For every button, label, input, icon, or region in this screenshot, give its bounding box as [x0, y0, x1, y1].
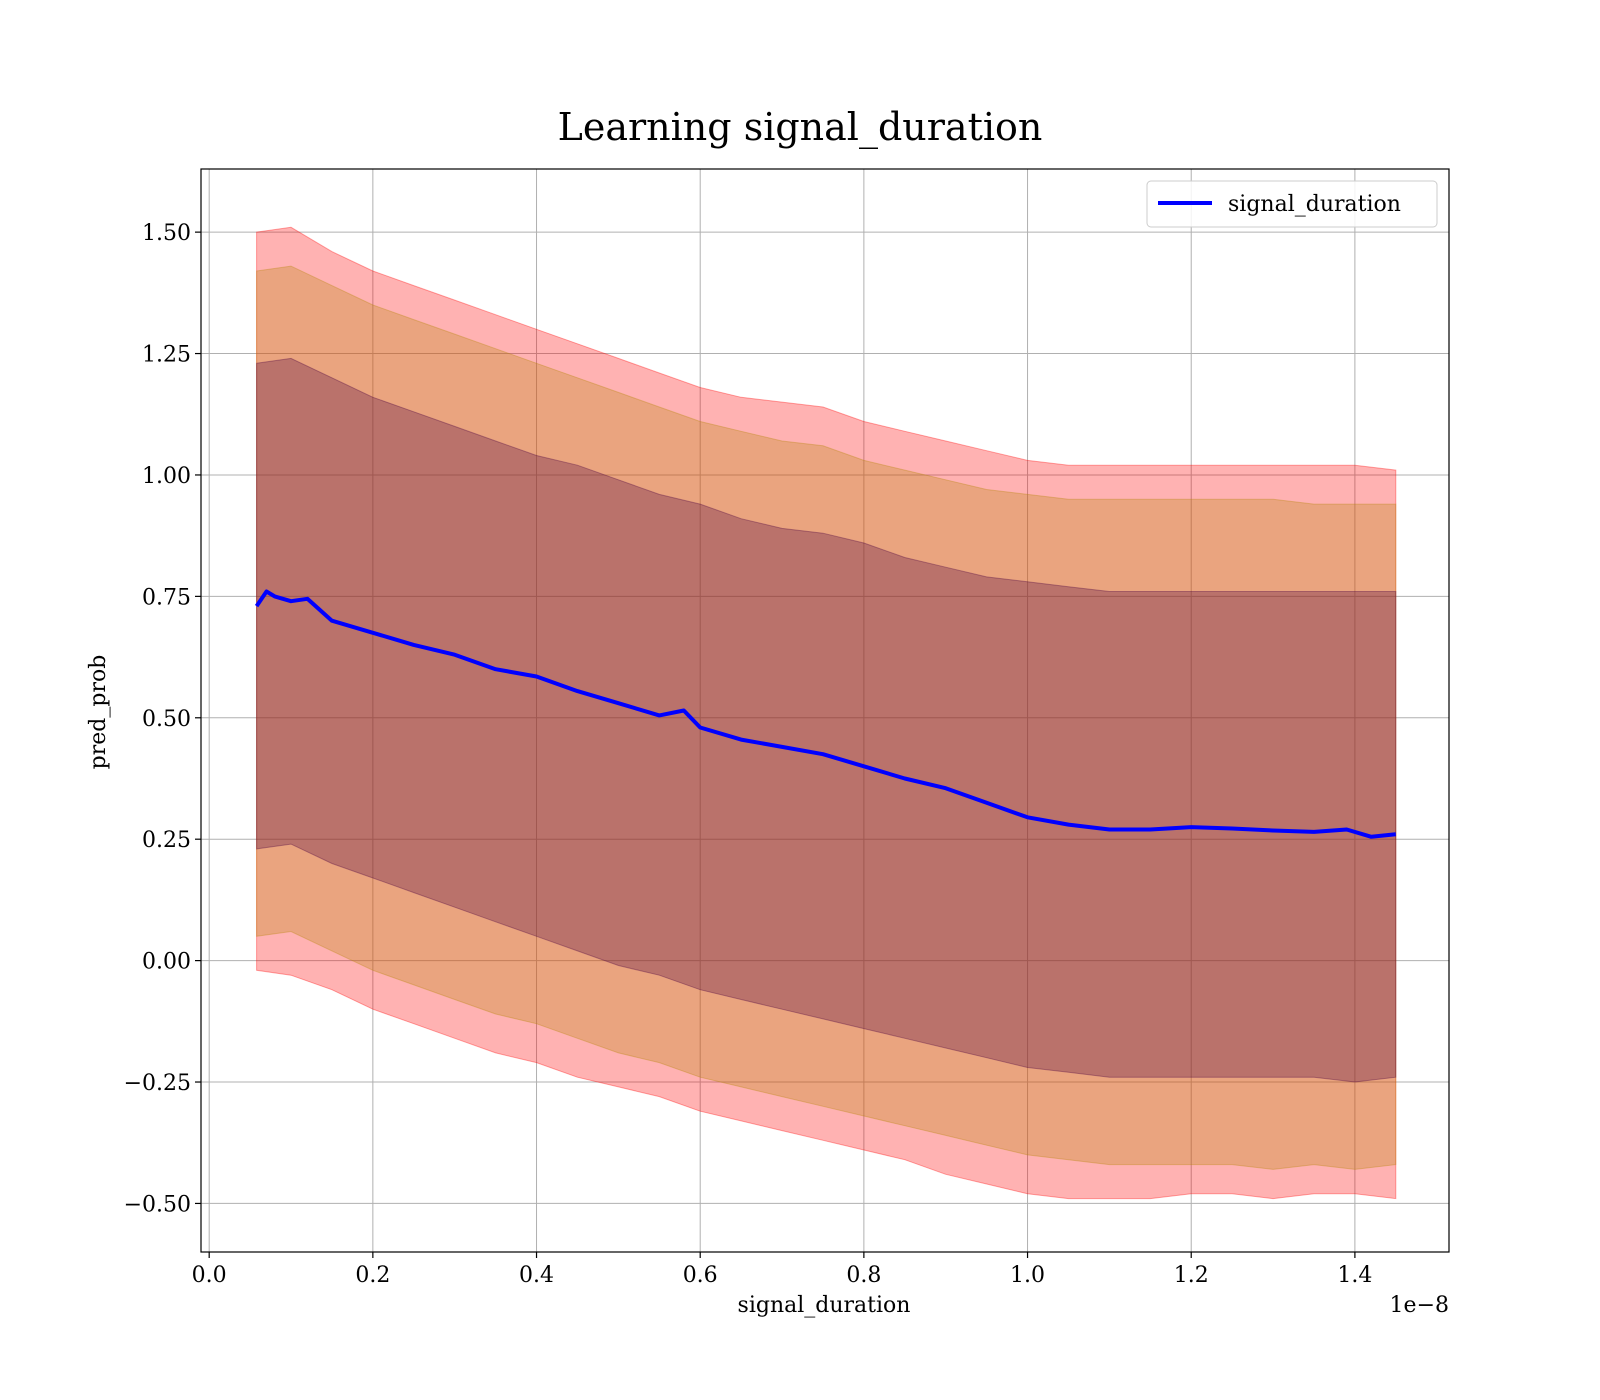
- series-lines: [254, 589, 1397, 839]
- band-outer: [256, 226, 1397, 1200]
- x-axis-ticks: 0.0 0.2 0.4 0.6 0.8 1.0 1.2 1.4: [192, 1252, 1372, 1288]
- y-axis-ticks: −0.50 −0.25 0.00 0.25 0.50 0.75 1.00 1.25 1.50: [124, 221, 201, 1217]
- band-middle: [256, 265, 1397, 1170]
- x-axis-label: signal_duration: [738, 1293, 911, 1318]
- legend-box: [1146, 180, 1438, 228]
- y-axis-label: pred_prob: [86, 655, 111, 770]
- x-tick-label: 0.8: [846, 1263, 881, 1288]
- x-tick-label: 0.6: [683, 1263, 718, 1288]
- x-tick-label: 0.4: [519, 1263, 554, 1288]
- y-tick-label: 0.25: [142, 828, 191, 853]
- plot-frame: [200, 168, 1450, 1253]
- confidence-bands: [256, 226, 1397, 1200]
- x-tick-label: 1.0: [1010, 1263, 1045, 1288]
- legend: signal_duration: [1146, 180, 1438, 228]
- grid: [201, 169, 1449, 1252]
- x-axis-offset-label: 1e−8: [1390, 1293, 1449, 1318]
- chart-title: Learning signal_duration: [558, 105, 1043, 150]
- x-tick-label: 1.4: [1337, 1263, 1372, 1288]
- legend-entry-signal-duration: signal_duration: [1228, 192, 1401, 217]
- y-tick-label: 0.50: [142, 707, 191, 732]
- y-tick-label: 0.00: [142, 950, 191, 975]
- y-tick-label: 1.25: [142, 343, 191, 368]
- y-tick-label: 1.00: [142, 464, 191, 489]
- x-tick-label: 1.2: [1174, 1263, 1209, 1288]
- x-tick-label: 0.2: [355, 1263, 390, 1288]
- y-tick-label: 0.75: [142, 585, 191, 610]
- y-tick-label: 1.50: [142, 221, 191, 246]
- y-tick-label: −0.50: [124, 1192, 191, 1217]
- band-inner: [256, 357, 1397, 1083]
- y-tick-label: −0.25: [124, 1071, 191, 1096]
- series-line-signal-duration: [254, 589, 1397, 839]
- x-tick-label: 0.0: [192, 1263, 227, 1288]
